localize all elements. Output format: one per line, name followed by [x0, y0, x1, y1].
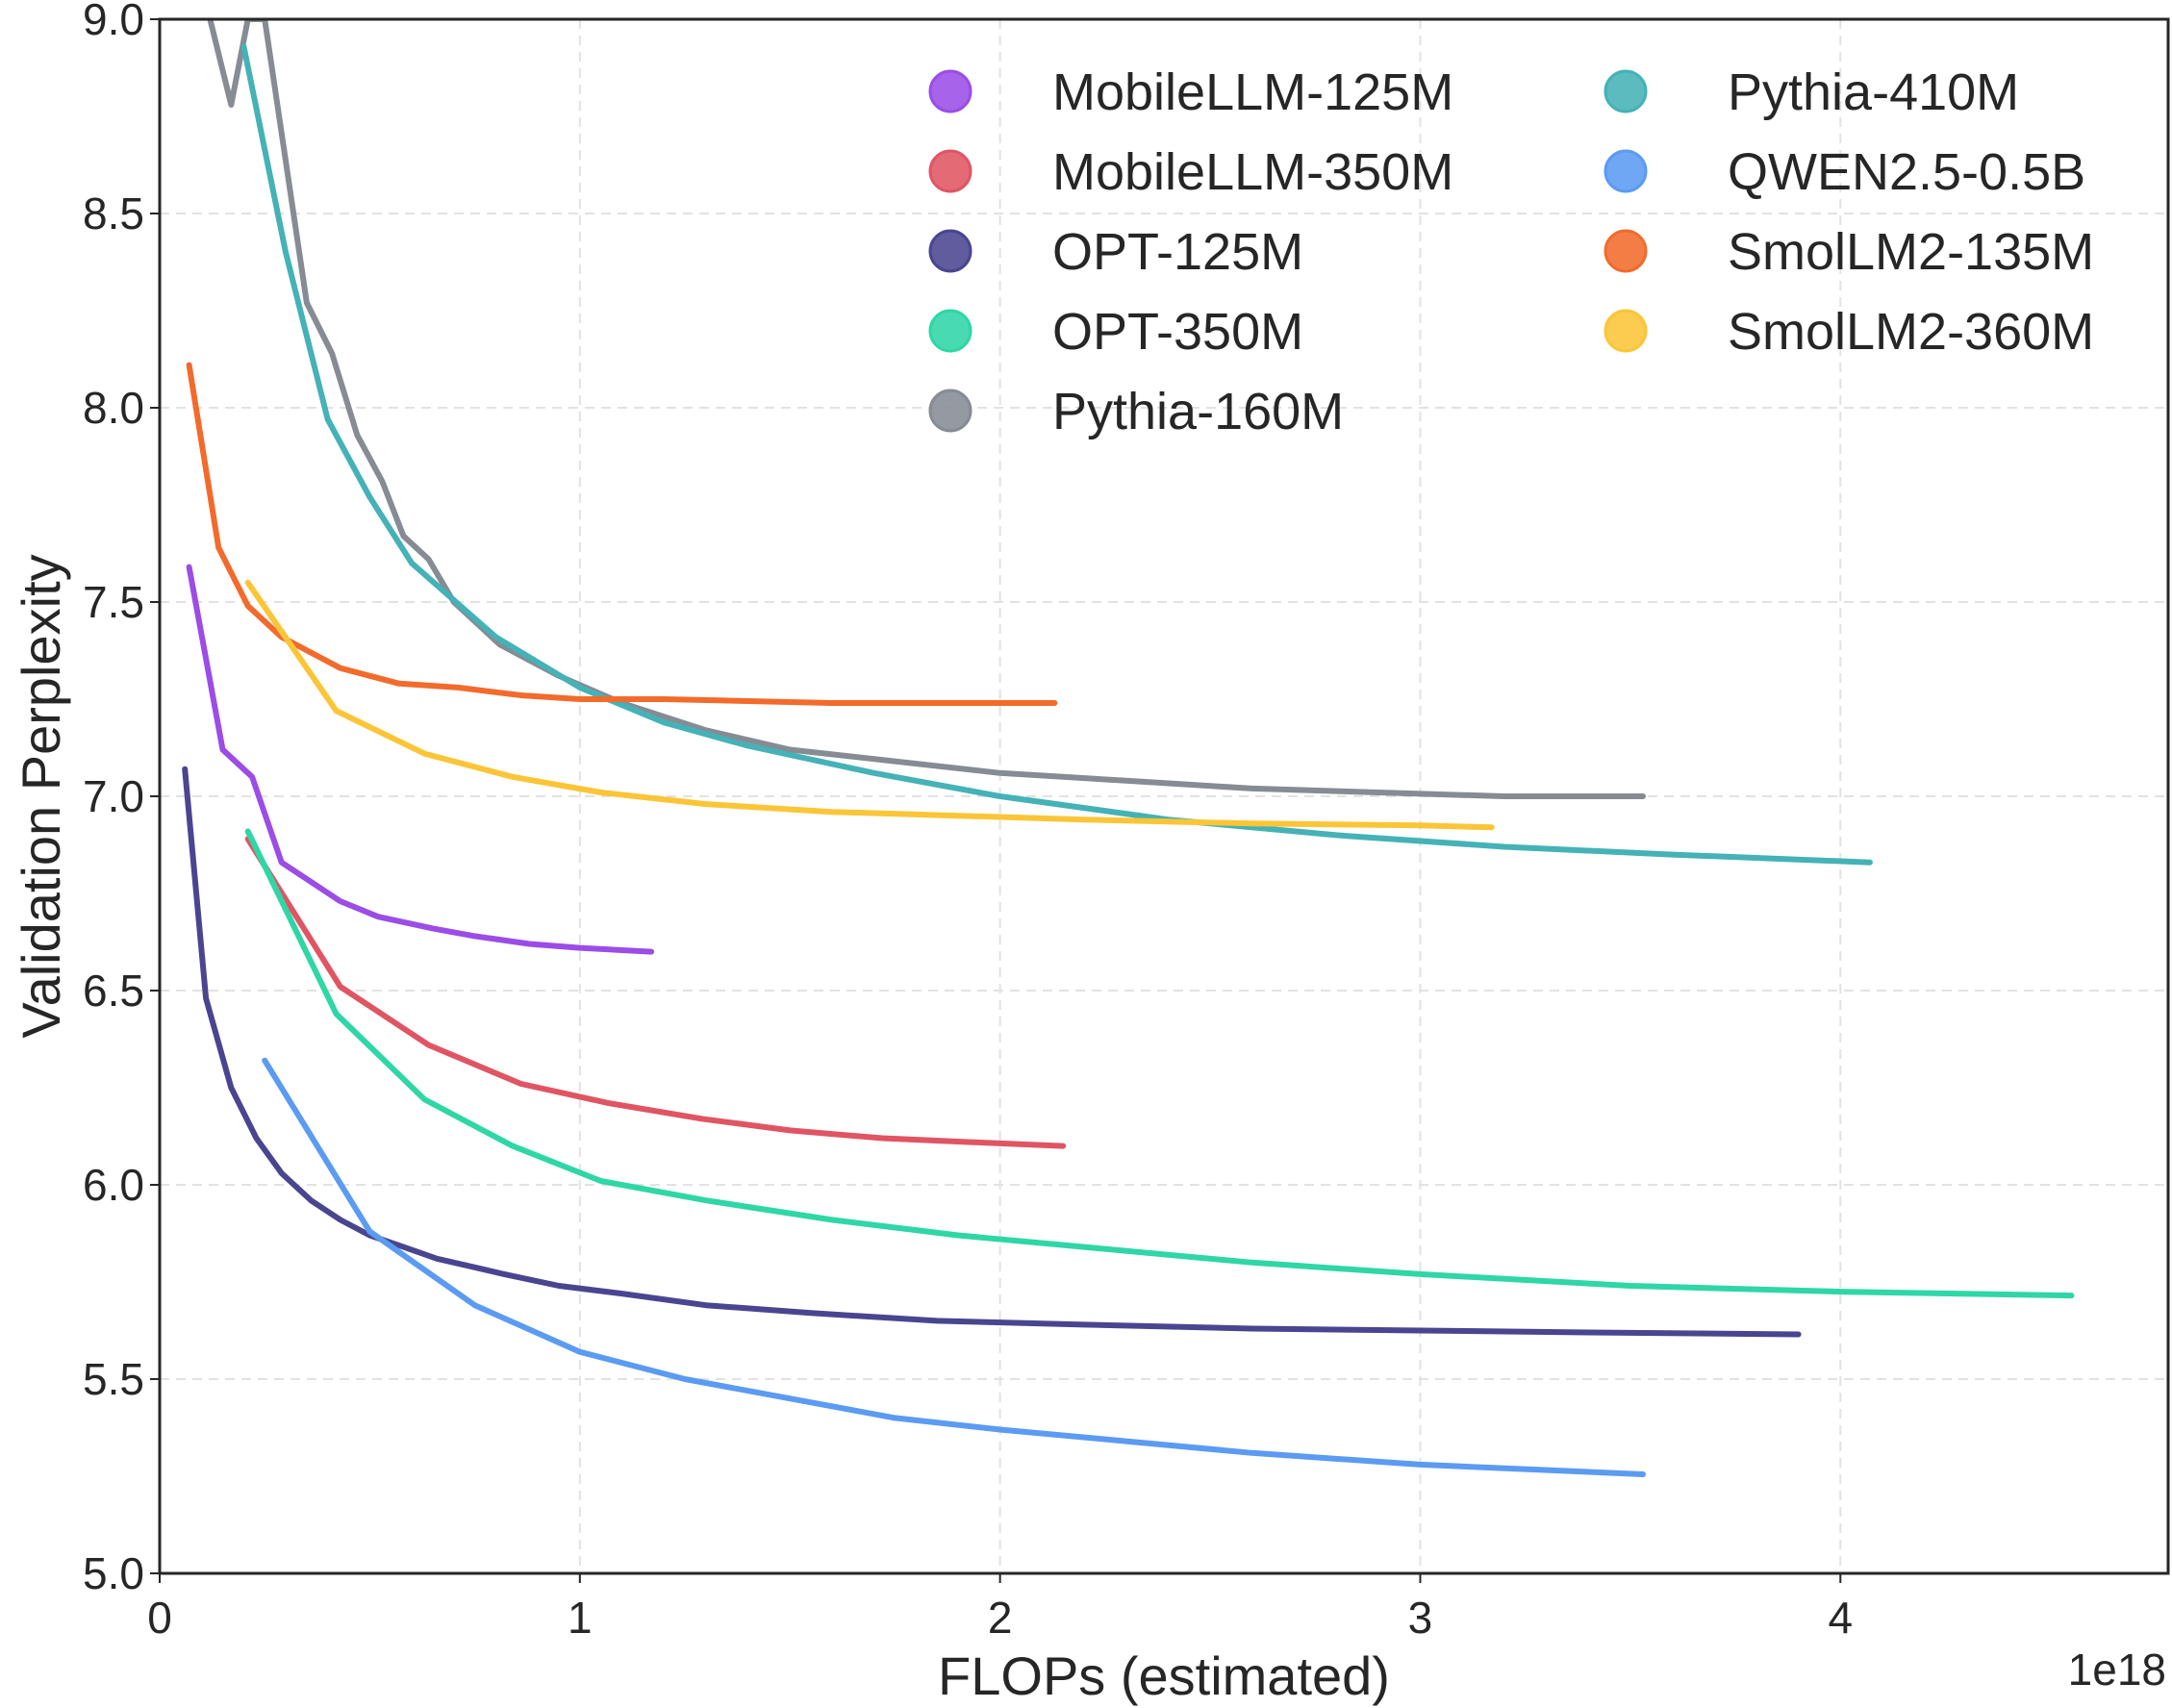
legend-item: OPT-350M: [928, 303, 1303, 361]
legend-label: Pythia-410M: [1728, 63, 2019, 121]
legend-label: MobileLLM-125M: [1052, 63, 1453, 121]
y-tick-label: 7.0: [83, 771, 144, 821]
x-tick-label: 3: [1408, 1593, 1433, 1643]
legend: MobileLLM-125M MobileLLM-350M OPT-125M OPT-…: [928, 63, 2094, 440]
legend-item: OPT-125M: [928, 223, 1303, 281]
legend-marker: [1604, 309, 1648, 353]
legend-label: SmolLM2-360M: [1728, 303, 2094, 361]
legend-label: MobileLLM-350M: [1052, 143, 1453, 201]
y-tick-label: 5.0: [83, 1548, 144, 1598]
series-lines: [182, 19, 2075, 1477]
y-axis-ticks: 5.0 5.5 6.0 6.5 7.0 7.5 8.0 8.5 9.0: [83, 0, 160, 1598]
series-line-pythia-410m: [240, 43, 1873, 866]
series-line-pythia-160m: [207, 19, 1646, 799]
legend-item: Pythia-410M: [1604, 63, 2019, 121]
legend-item: QWEN2.5-0.5B: [1604, 143, 2085, 201]
series-line-opt-125m: [182, 766, 1802, 1338]
series-line-qwen2-5-0-5b: [262, 1057, 1646, 1477]
legend-item: MobileLLM-125M: [928, 63, 1453, 121]
legend-marker: [1604, 229, 1648, 273]
x-axis-offset-label: 1e18: [2068, 1645, 2166, 1695]
legend-item: MobileLLM-350M: [928, 143, 1453, 201]
legend-marker: [928, 309, 972, 353]
x-axis-ticks: 0 1 2 3 4: [147, 1573, 1853, 1643]
y-tick-label: 6.0: [83, 1160, 144, 1210]
legend-item: SmolLM2-360M: [1604, 303, 2094, 361]
legend-marker: [1604, 149, 1648, 193]
y-axis-label: Validation Perplexity: [11, 554, 71, 1038]
series-line-mobilellm-125m: [186, 564, 655, 955]
x-tick-label: 0: [147, 1593, 172, 1643]
x-tick-label: 1: [568, 1593, 593, 1643]
series-line-smollm2-135m: [186, 362, 1058, 706]
legend-marker: [928, 229, 972, 273]
y-tick-label: 7.5: [83, 577, 144, 627]
legend-marker: [928, 69, 972, 113]
x-tick-label: 2: [988, 1593, 1013, 1643]
y-tick-label: 8.5: [83, 188, 144, 239]
y-tick-label: 5.5: [83, 1354, 144, 1404]
legend-item: SmolLM2-135M: [1604, 223, 2094, 281]
y-tick-label: 9.0: [83, 0, 144, 44]
legend-label: QWEN2.5-0.5B: [1728, 143, 2085, 201]
y-tick-label: 8.0: [83, 383, 144, 433]
legend-item: Pythia-160M: [928, 383, 1344, 440]
x-tick-label: 4: [1828, 1593, 1853, 1643]
series-line-mobilellm-350m: [244, 836, 1067, 1149]
legend-marker: [928, 389, 972, 433]
legend-label: Pythia-160M: [1052, 383, 1344, 440]
y-tick-label: 6.5: [83, 966, 144, 1016]
series-line-opt-350m: [244, 828, 2075, 1299]
legend-label: SmolLM2-135M: [1728, 223, 2094, 281]
legend-marker: [928, 149, 972, 193]
legend-label: OPT-125M: [1052, 223, 1303, 281]
x-axis-label: FLOPs (estimated): [938, 1645, 1390, 1706]
legend-marker: [1604, 69, 1648, 113]
series-line-smollm2-360m: [244, 579, 1495, 831]
legend-label: OPT-350M: [1052, 303, 1303, 361]
